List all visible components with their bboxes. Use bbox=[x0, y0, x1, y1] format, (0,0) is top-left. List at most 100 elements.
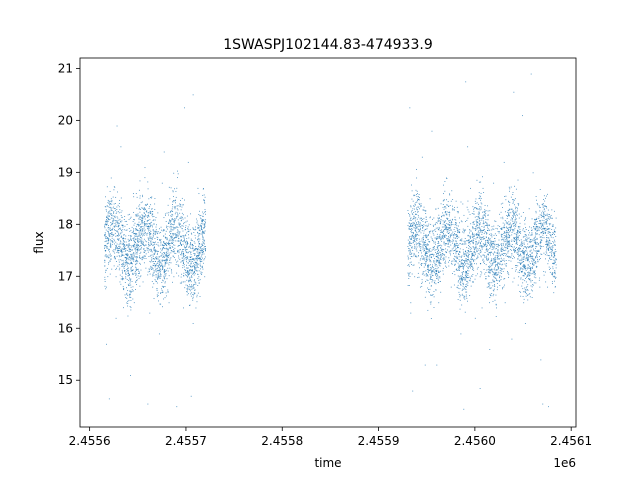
data-point bbox=[519, 232, 520, 234]
data-point bbox=[471, 258, 473, 260]
data-point bbox=[106, 246, 108, 248]
data-point bbox=[171, 272, 173, 274]
data-point bbox=[552, 262, 553, 264]
data-point bbox=[148, 243, 150, 245]
data-point bbox=[500, 243, 502, 245]
data-point bbox=[123, 229, 125, 231]
data-point bbox=[146, 233, 148, 235]
data-point bbox=[420, 258, 422, 260]
data-point bbox=[135, 267, 137, 269]
data-point bbox=[149, 255, 151, 257]
data-point bbox=[153, 223, 155, 225]
data-point bbox=[479, 245, 481, 247]
data-point bbox=[541, 228, 543, 230]
data-point bbox=[130, 279, 131, 281]
data-point bbox=[199, 233, 200, 234]
data-point bbox=[161, 263, 163, 265]
data-point bbox=[167, 228, 168, 230]
data-point bbox=[447, 242, 449, 244]
data-point bbox=[142, 256, 144, 258]
data-point bbox=[141, 232, 143, 234]
data-point bbox=[482, 261, 484, 263]
data-point bbox=[126, 224, 128, 225]
data-point bbox=[158, 269, 160, 271]
data-point bbox=[117, 235, 119, 236]
data-point bbox=[460, 294, 462, 296]
data-point bbox=[465, 220, 466, 222]
data-point bbox=[108, 203, 110, 204]
data-point bbox=[410, 219, 412, 221]
data-point bbox=[506, 263, 508, 265]
data-point bbox=[154, 234, 156, 236]
data-point bbox=[411, 247, 413, 249]
data-point bbox=[468, 277, 469, 279]
data-point bbox=[205, 250, 206, 251]
data-point bbox=[461, 293, 463, 295]
data-point bbox=[177, 177, 178, 179]
data-point bbox=[148, 238, 150, 240]
data-point bbox=[433, 267, 434, 269]
data-point bbox=[450, 224, 452, 225]
data-point bbox=[481, 247, 483, 249]
data-point bbox=[458, 294, 460, 296]
data-point bbox=[150, 254, 152, 256]
data-point bbox=[419, 259, 421, 261]
data-point bbox=[137, 244, 139, 246]
data-point bbox=[483, 227, 485, 229]
data-point bbox=[118, 246, 120, 247]
data-point bbox=[118, 261, 120, 263]
data-point bbox=[151, 280, 153, 282]
data-point bbox=[535, 196, 537, 197]
data-point bbox=[535, 233, 537, 235]
data-point bbox=[423, 257, 425, 259]
data-point bbox=[160, 248, 162, 250]
data-point bbox=[193, 280, 195, 282]
data-point bbox=[547, 240, 549, 242]
data-point bbox=[196, 270, 198, 272]
data-point bbox=[168, 241, 170, 243]
data-point bbox=[504, 237, 505, 239]
data-point bbox=[494, 261, 496, 263]
data-point bbox=[190, 266, 192, 268]
data-point bbox=[167, 267, 169, 269]
data-point bbox=[483, 215, 485, 216]
data-point bbox=[178, 232, 180, 234]
data-point bbox=[164, 262, 166, 264]
data-point bbox=[553, 275, 555, 277]
data-point bbox=[427, 235, 429, 237]
data-point bbox=[163, 242, 165, 244]
data-point bbox=[494, 233, 496, 235]
data-point bbox=[489, 252, 491, 254]
data-point bbox=[144, 224, 146, 226]
data-point bbox=[482, 229, 484, 231]
data-point bbox=[196, 301, 198, 303]
data-point bbox=[492, 258, 494, 260]
data-point bbox=[104, 224, 106, 226]
data-point bbox=[202, 236, 204, 238]
data-point bbox=[474, 207, 475, 209]
data-point bbox=[446, 211, 448, 213]
data-point bbox=[488, 224, 490, 226]
data-point bbox=[171, 218, 173, 220]
data-point bbox=[202, 257, 204, 259]
data-point bbox=[536, 203, 538, 204]
data-point bbox=[549, 240, 551, 242]
data-point bbox=[458, 266, 460, 268]
data-point bbox=[153, 247, 155, 249]
data-point bbox=[506, 227, 508, 229]
data-point bbox=[442, 231, 444, 233]
data-point bbox=[138, 216, 140, 218]
data-point bbox=[455, 219, 457, 221]
data-point bbox=[412, 249, 414, 251]
data-point bbox=[483, 233, 485, 235]
data-point bbox=[535, 210, 537, 212]
data-point bbox=[138, 224, 140, 226]
data-point bbox=[197, 292, 199, 294]
data-point bbox=[183, 258, 185, 260]
data-point bbox=[490, 233, 492, 235]
data-point bbox=[419, 230, 421, 232]
data-point bbox=[132, 259, 134, 261]
data-point bbox=[483, 254, 485, 256]
data-point bbox=[539, 206, 541, 208]
data-point bbox=[188, 234, 189, 236]
